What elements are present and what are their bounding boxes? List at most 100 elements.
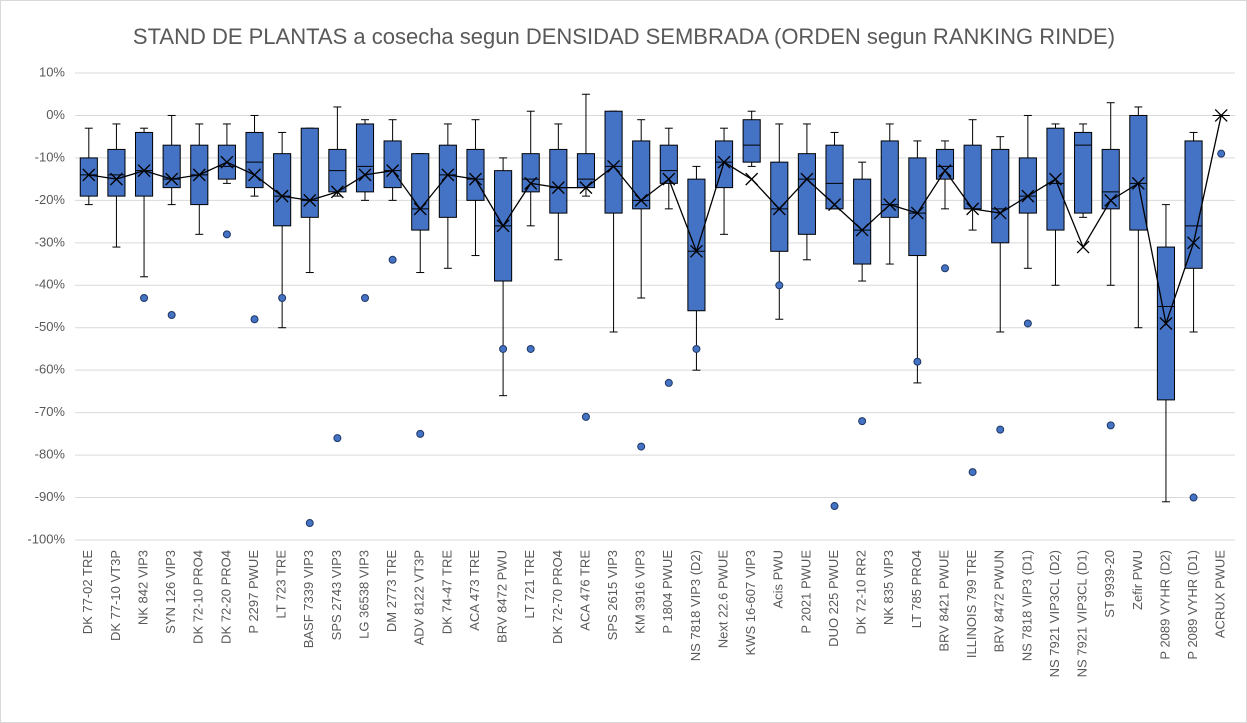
x-tick-label: LT 721 TRE	[522, 550, 537, 619]
x-tick-label: Next 22.6 PWUE	[715, 550, 730, 649]
x-tick-label: DK 72-20 PRO4	[218, 550, 233, 644]
y-tick-label: -60%	[35, 362, 66, 377]
box-group	[549, 123, 568, 261]
box-group	[770, 123, 789, 320]
x-tick-label: ST 9939-20	[1102, 550, 1117, 618]
x-tick-label: NK 835 VIP3	[881, 550, 896, 625]
box	[880, 140, 899, 218]
box	[935, 148, 955, 180]
x-tick-label: BRV 8421 PWUE	[936, 550, 951, 652]
x-tick-label: LG 36538 VIP3	[356, 550, 371, 639]
box	[134, 131, 154, 197]
x-tick-label: ACA 476 TRE	[577, 550, 592, 631]
box-group	[659, 127, 678, 387]
box	[107, 148, 126, 197]
outlier	[250, 315, 259, 324]
box-group	[1101, 102, 1120, 430]
box	[438, 144, 457, 218]
box-group	[1074, 123, 1093, 254]
box	[1018, 157, 1037, 214]
mean-marker	[82, 168, 96, 182]
y-tick-label: -30%	[35, 234, 66, 249]
box-group	[742, 110, 761, 186]
box	[1129, 114, 1148, 231]
box-group	[576, 93, 596, 421]
box	[466, 148, 485, 201]
box	[1074, 131, 1093, 214]
box	[687, 178, 706, 312]
box-group	[328, 106, 347, 443]
box	[908, 157, 927, 257]
x-tick-label: P 2089 VYHR (D1)	[1185, 550, 1200, 660]
outlier	[1106, 421, 1115, 430]
box	[300, 127, 319, 218]
box	[549, 148, 568, 214]
x-tick-label: ACRUX PWUE	[1213, 550, 1228, 638]
box-group	[107, 123, 126, 248]
x-tick-label: P 2021 PWUE	[798, 550, 813, 634]
outlier	[968, 468, 977, 477]
box-group	[300, 127, 319, 528]
outlier	[1023, 319, 1032, 328]
x-tick-label: NS 7921 VIP3CL (D2)	[1047, 550, 1062, 677]
box	[604, 110, 623, 214]
outlier	[830, 502, 839, 511]
outlier	[664, 378, 673, 387]
box	[245, 131, 264, 189]
mean-line	[88, 115, 1222, 326]
box	[632, 140, 651, 210]
box	[853, 178, 872, 265]
box	[963, 144, 982, 210]
x-tick-label: DK 72-10 RR2	[854, 550, 869, 635]
x-tick-label: DK 72-10 PRO4	[191, 550, 206, 644]
outlier	[692, 344, 701, 353]
outlier	[333, 434, 342, 443]
outlier	[581, 412, 590, 421]
x-tick-label: ILLINOIS 799 TRE	[964, 550, 979, 658]
box-group	[1129, 106, 1148, 329]
x-tick-label: LT 785 PRO4	[909, 550, 924, 628]
x-tick-label: NK 842 VIP3	[135, 550, 150, 625]
x-tick-label: KM 3916 VIP3	[633, 550, 648, 634]
y-tick-label: -20%	[35, 192, 66, 207]
y-tick-label: -90%	[35, 489, 66, 504]
box-group	[162, 114, 181, 319]
x-tick-label: DK 77-10 VT3P	[108, 550, 123, 641]
box-group	[411, 153, 430, 438]
box	[659, 144, 678, 184]
y-tick-label: -80%	[35, 447, 66, 462]
x-tick-label: NS 7818 VIP3 (D1)	[1019, 550, 1034, 661]
box-group	[245, 114, 264, 324]
box-group	[935, 140, 955, 273]
outlier	[858, 417, 867, 426]
y-tick-label: -10%	[35, 149, 66, 164]
outlier	[1189, 493, 1198, 502]
x-tick-label: ACA 473 TRE	[467, 550, 482, 631]
outlier	[526, 344, 535, 353]
box-group	[687, 165, 706, 371]
x-tick-label: DUO 225 PWUE	[826, 550, 841, 647]
y-tick-label: 10%	[39, 64, 65, 79]
x-tick-label: NS 7921 VIP3CL (D1)	[1075, 550, 1090, 677]
outlier	[941, 264, 949, 273]
x-tick-label: DK 77-02 TRE	[80, 550, 95, 635]
outlier	[637, 442, 646, 451]
box	[770, 161, 789, 252]
outlier	[775, 281, 784, 290]
outlier	[222, 230, 231, 239]
x-tick-label: P 1804 PWUE	[660, 550, 675, 634]
x-tick-label: DK 72-70 PRO4	[550, 550, 565, 644]
x-tick-label: KWS 16-607 VIP3	[743, 550, 758, 656]
box	[825, 144, 844, 210]
box	[521, 153, 540, 193]
outlier	[361, 294, 369, 303]
box-group	[134, 127, 154, 303]
x-tick-label: P 2297 PWUE	[246, 550, 261, 634]
y-tick-label: -100%	[27, 531, 65, 546]
outlier	[416, 429, 425, 438]
box	[273, 153, 292, 227]
box	[411, 153, 430, 231]
box-group	[438, 123, 457, 269]
x-tick-label: Acis PWU	[771, 550, 786, 609]
